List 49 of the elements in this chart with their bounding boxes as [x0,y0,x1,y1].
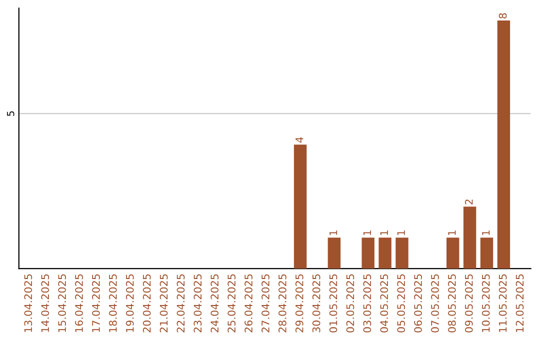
x-tick-label: 28.04.2025 [278,274,286,332]
data-label: 2 [464,200,473,204]
data-label: 8 [498,13,507,18]
bar [497,20,510,269]
x-tick-label: 11.05.2025 [498,274,507,332]
x-tick-label: 08.05.2025 [448,274,456,332]
data-label: 1 [397,230,405,236]
bar [328,238,341,269]
x-tick-label: 25.04.2025 [228,274,236,332]
x-tick-label: 10.05.2025 [482,274,490,332]
x-tick-label: 06.05.2025 [414,274,422,332]
bar [294,144,307,269]
bar [362,238,374,269]
x-tick-label: 23.04.2025 [194,274,202,332]
x-tick-label: 05.05.2025 [397,274,406,332]
x-tick-label: 12.05.2025 [516,274,524,332]
x-tick-label: 29.04.2025 [295,274,304,332]
x-tick-label: 26.04.2025 [244,274,252,332]
data-label: 1 [329,230,338,236]
x-tick-label: 27.04.2025 [262,274,270,332]
data-label: 1 [380,230,388,236]
x-tick-label: 24.04.2025 [210,274,219,332]
x-tick-label: 07.05.2025 [431,274,439,332]
x-tick-label: 03.05.2025 [363,274,372,332]
x-tick-label: 30.04.2025 [312,274,320,332]
bar [480,238,494,269]
x-tick-label: 18.04.2025 [108,274,117,332]
bar [396,238,408,269]
bar [463,206,476,269]
data-label: 4 [296,137,304,143]
x-tick-label: 04.05.2025 [380,274,388,332]
x-tick-label: 02.05.2025 [346,274,354,332]
data-label: 1 [448,230,456,236]
x-tick-label: 19.04.2025 [126,274,134,332]
x-tick-label: 20.04.2025 [142,274,151,332]
x-tick-label: 21.04.2025 [160,274,168,332]
data-label: 1 [363,230,371,236]
x-tick-label: 14.04.2025 [41,274,50,332]
bar [446,238,460,269]
x-tick-label: 13.04.2025 [24,274,32,332]
bar [378,238,392,269]
x-tick-label: 17.04.2025 [92,274,100,332]
x-tick-label: 15.04.2025 [58,274,66,332]
x-tick-label: 01.05.2025 [329,274,338,332]
y-tick-label: 5 [7,111,14,116]
x-tick-label: 16.04.2025 [75,274,83,332]
x-tick-label: 09.05.2025 [464,274,473,332]
data-label: 1 [482,230,490,236]
x-tick-label: 22.04.2025 [176,274,185,332]
